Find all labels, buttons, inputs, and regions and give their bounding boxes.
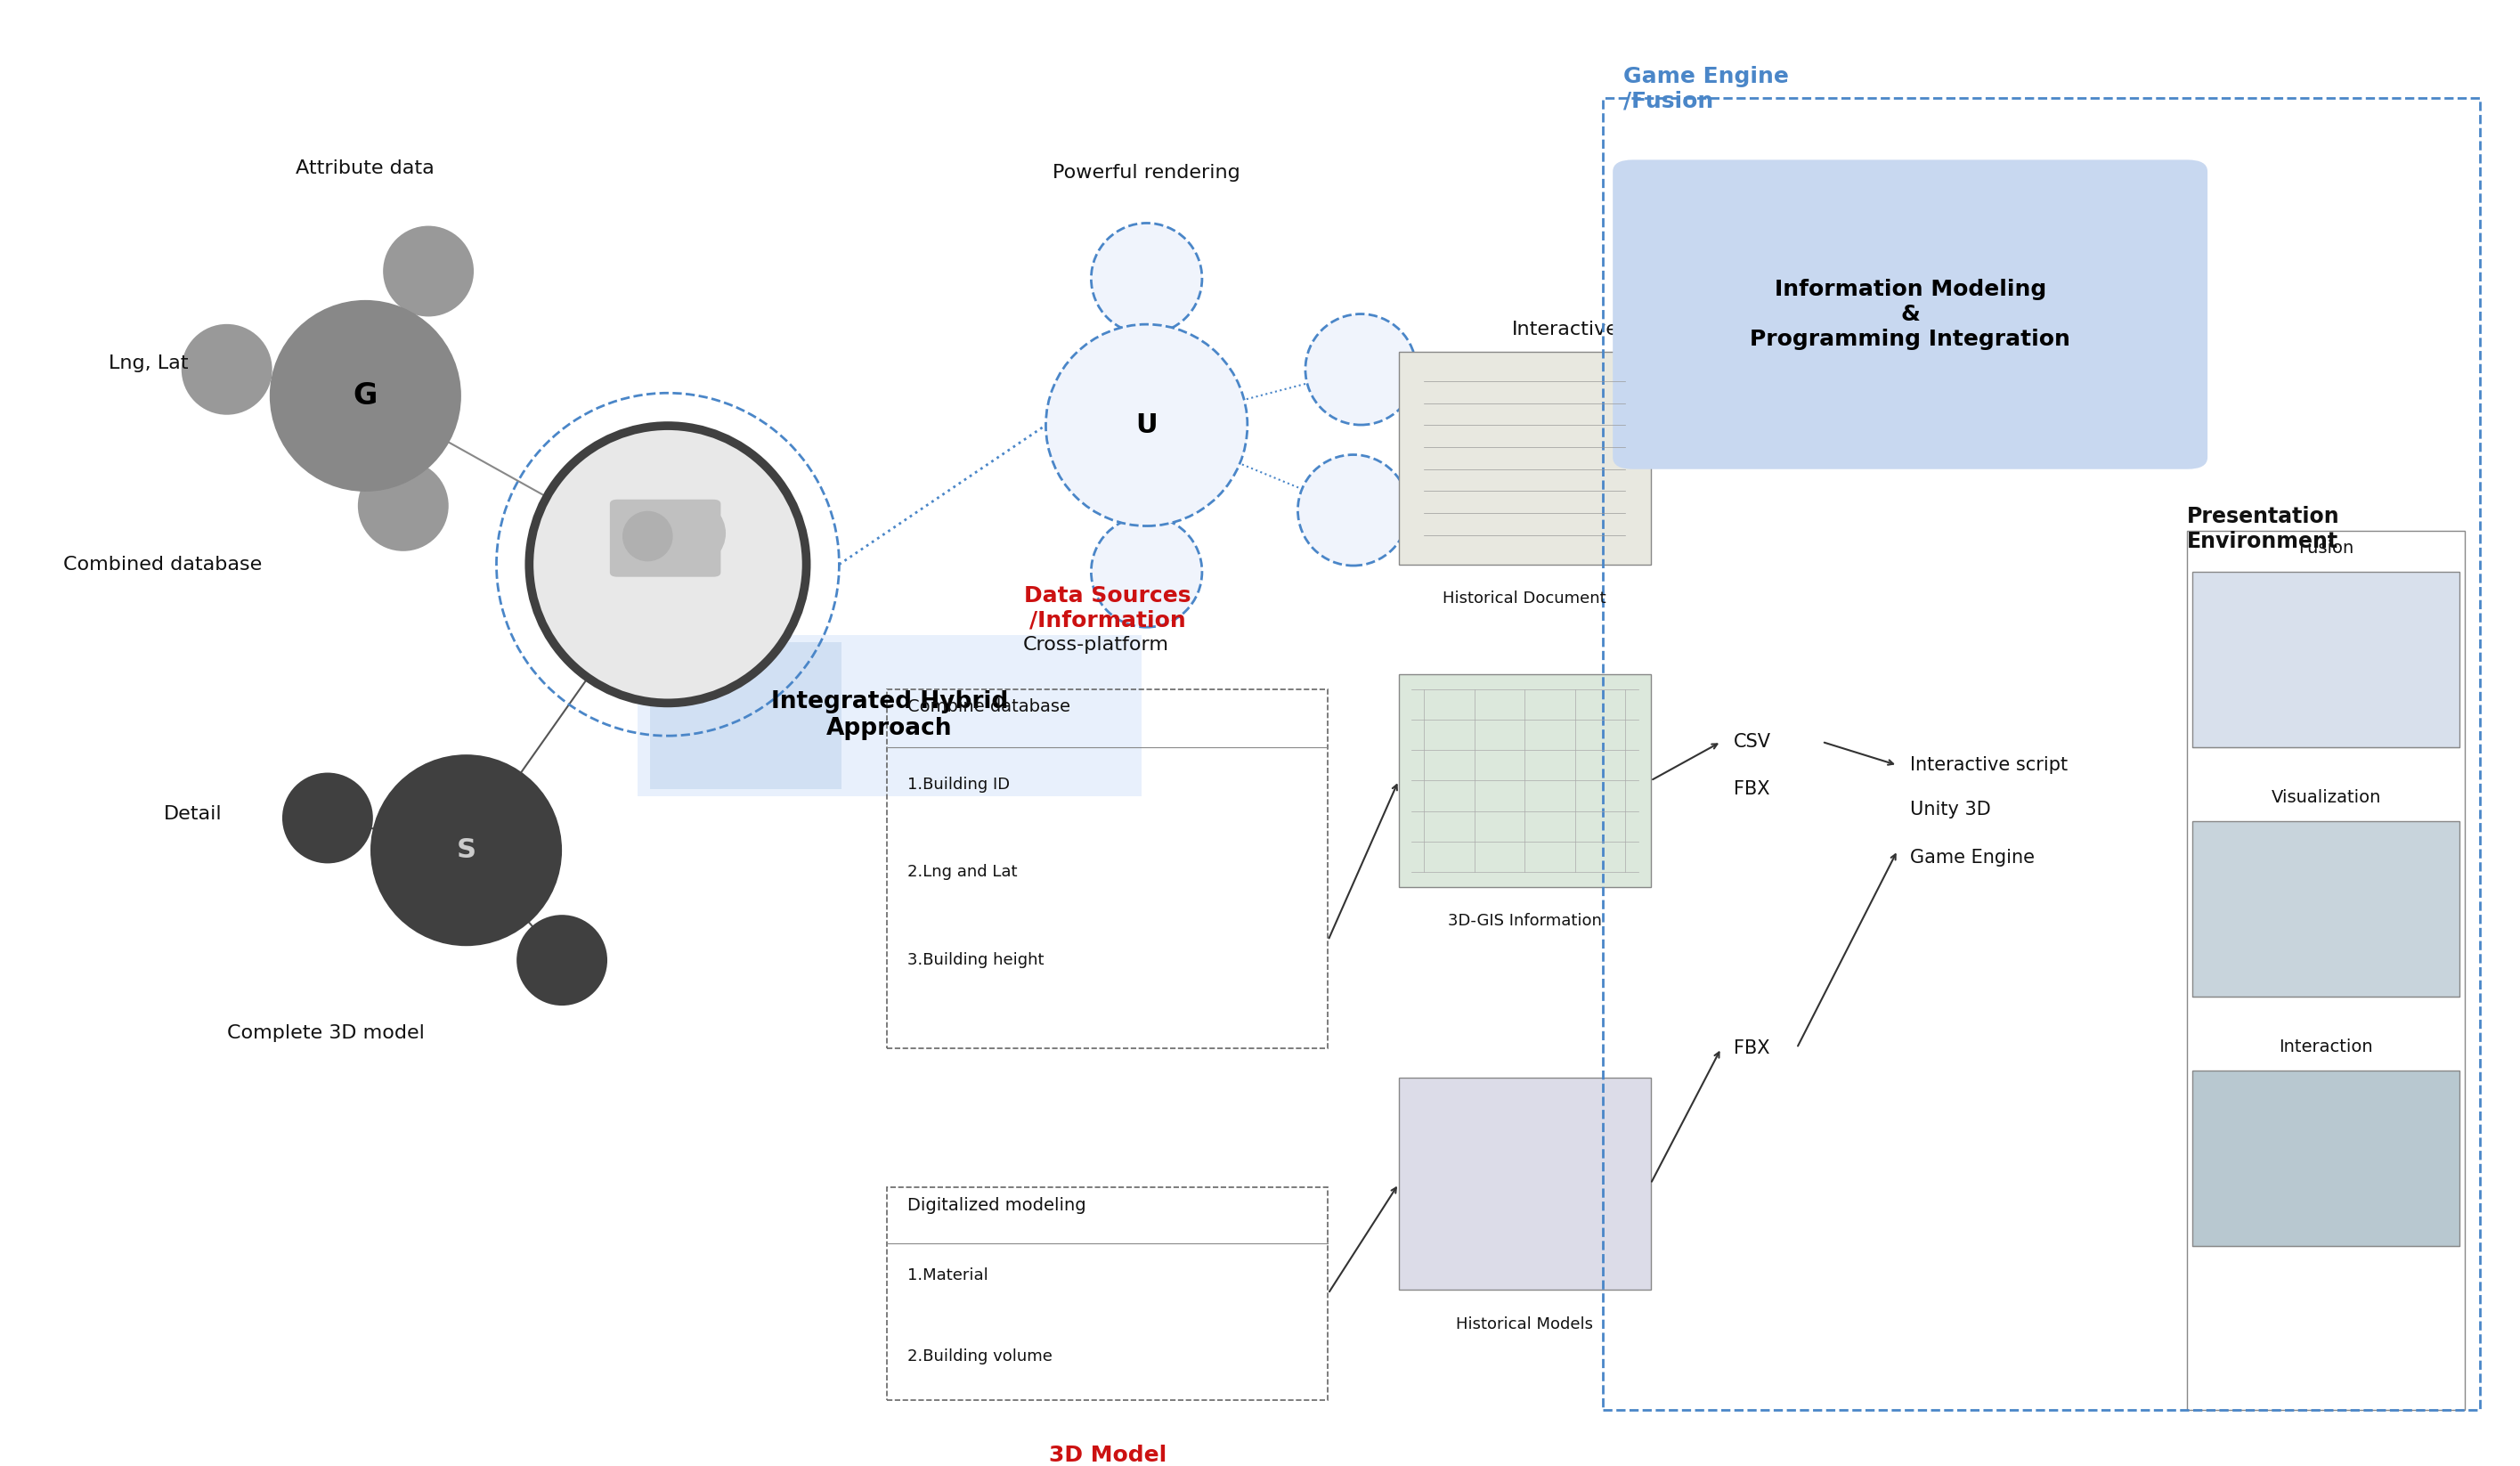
- Text: 2.Building volume: 2.Building volume: [907, 1349, 1053, 1363]
- Text: Presentation
Environment: Presentation Environment: [2187, 506, 2339, 551]
- Text: Historical Models: Historical Models: [1457, 1316, 1593, 1333]
- Text: S: S: [456, 837, 476, 863]
- Ellipse shape: [383, 226, 474, 317]
- Text: Game Engine
/Fusion: Game Engine /Fusion: [1623, 66, 1789, 111]
- Text: G: G: [353, 381, 378, 410]
- Ellipse shape: [181, 324, 272, 415]
- Text: 1.Material: 1.Material: [907, 1268, 988, 1283]
- FancyBboxPatch shape: [638, 635, 1142, 796]
- Ellipse shape: [1091, 223, 1202, 334]
- Text: Detail: Detail: [164, 805, 222, 822]
- Text: Complete 3D model: Complete 3D model: [227, 1025, 423, 1042]
- Ellipse shape: [370, 755, 562, 946]
- FancyBboxPatch shape: [2192, 572, 2460, 748]
- Text: 2.Lng and Lat: 2.Lng and Lat: [907, 865, 1018, 880]
- FancyBboxPatch shape: [1613, 160, 2208, 469]
- Text: Unity 3D: Unity 3D: [1910, 800, 1991, 818]
- Text: Interactive script: Interactive script: [1910, 756, 2069, 774]
- FancyBboxPatch shape: [1399, 352, 1651, 564]
- Text: Historical Document: Historical Document: [1444, 591, 1605, 607]
- Text: Fusion: Fusion: [2298, 539, 2354, 557]
- Text: U: U: [1137, 412, 1157, 438]
- FancyBboxPatch shape: [650, 642, 842, 789]
- Ellipse shape: [622, 512, 673, 561]
- Ellipse shape: [270, 301, 461, 491]
- Text: Attribute data: Attribute data: [295, 160, 436, 177]
- Text: 3D Model: 3D Model: [1048, 1445, 1167, 1466]
- Text: 1.Building ID: 1.Building ID: [907, 777, 1011, 792]
- FancyBboxPatch shape: [2192, 821, 2460, 997]
- Text: 3D-GIS Information: 3D-GIS Information: [1446, 913, 1603, 929]
- Text: 3.Building height: 3.Building height: [907, 953, 1043, 968]
- Text: Interactive: Interactive: [1512, 321, 1618, 339]
- Text: Combined database: Combined database: [63, 556, 262, 573]
- Text: Interaction: Interaction: [2278, 1038, 2374, 1056]
- Ellipse shape: [1091, 516, 1202, 627]
- Text: FBX: FBX: [1734, 1039, 1769, 1057]
- Text: Visualization: Visualization: [2271, 789, 2381, 806]
- Ellipse shape: [282, 773, 373, 863]
- Text: Integrated Hybrid
Approach: Integrated Hybrid Approach: [771, 690, 1008, 740]
- Text: Data Sources
/Information: Data Sources /Information: [1023, 585, 1192, 632]
- FancyBboxPatch shape: [2192, 1070, 2460, 1246]
- Text: Information Modeling
&
Programming Integration: Information Modeling & Programming Integ…: [1749, 279, 2071, 350]
- Text: CSV: CSV: [1734, 733, 1772, 751]
- FancyBboxPatch shape: [1399, 1078, 1651, 1290]
- Ellipse shape: [660, 500, 726, 566]
- Text: Powerful rendering: Powerful rendering: [1053, 164, 1240, 182]
- Ellipse shape: [1298, 454, 1409, 566]
- Text: FBX: FBX: [1734, 780, 1769, 798]
- Ellipse shape: [517, 915, 607, 1006]
- Ellipse shape: [1305, 314, 1416, 425]
- Ellipse shape: [1046, 324, 1247, 526]
- Text: Digitalized modeling: Digitalized modeling: [907, 1196, 1086, 1214]
- FancyBboxPatch shape: [610, 500, 721, 576]
- FancyBboxPatch shape: [1399, 674, 1651, 887]
- Text: Combine database: Combine database: [907, 698, 1071, 715]
- Text: Lng, Lat: Lng, Lat: [108, 355, 189, 372]
- Text: Game Engine: Game Engine: [1910, 849, 2034, 866]
- Ellipse shape: [529, 425, 806, 704]
- Text: Cross-platform: Cross-platform: [1023, 636, 1169, 654]
- Ellipse shape: [358, 460, 449, 551]
- Text: VR: VR: [1512, 478, 1540, 496]
